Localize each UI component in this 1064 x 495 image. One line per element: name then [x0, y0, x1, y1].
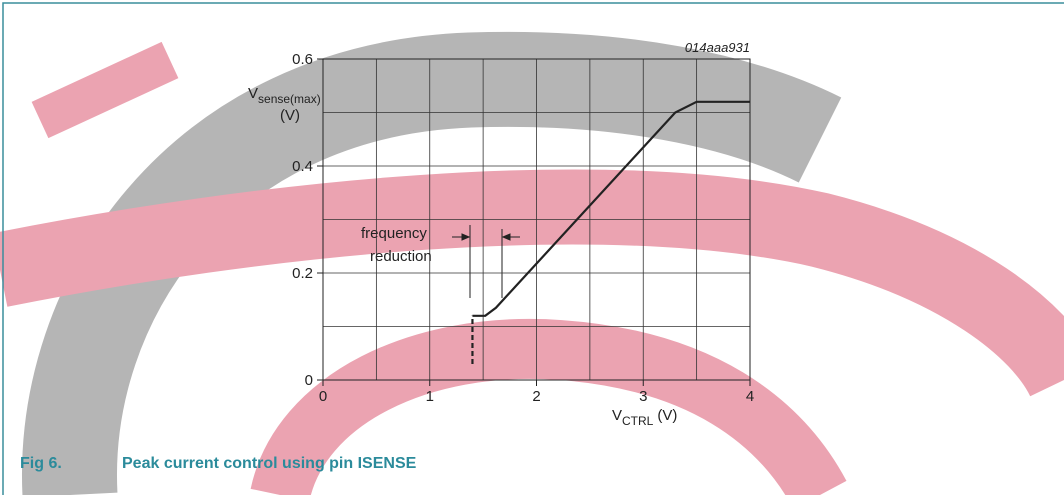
x-tick-label: 0 [319, 388, 327, 405]
y-tick-label: 0.4 [292, 158, 313, 175]
watermark-band [0, 169, 1064, 398]
y-label-main: V [248, 85, 258, 102]
watermark [0, 31, 1064, 495]
y-label-sub: sense(max) [258, 92, 321, 106]
y-axis-unit: (V) [280, 107, 300, 124]
x-tick-label: 3 [639, 388, 647, 405]
figure-id: 014aaa931 [685, 40, 750, 55]
annotation-arrows [452, 225, 520, 298]
x-tick-label: 2 [532, 388, 540, 405]
x-tick-label: 1 [426, 388, 434, 405]
y-tick-label: 0.2 [292, 265, 313, 282]
x-axis-label: VCTRL (V) [612, 407, 677, 428]
caption-title: Peak current control using pin ISENSE [122, 455, 417, 472]
y-tick-label: 0.6 [292, 51, 313, 68]
x-label-main: V [612, 407, 622, 424]
watermark-arc [22, 31, 842, 495]
watermark-arc [250, 319, 847, 495]
y-axis-label: Vsense(max) [248, 85, 321, 106]
arrow-head [461, 233, 471, 241]
x-tick-label: 4 [746, 388, 754, 405]
series-line [472, 100, 750, 317]
caption-number: Fig 6. [20, 455, 62, 472]
annotation-line: reduction [370, 248, 432, 265]
arrow-head [501, 233, 511, 241]
annotation-line: frequency [361, 225, 427, 242]
watermark-stroke [31, 41, 179, 139]
x-label-unit: (V) [657, 407, 677, 424]
x-label-sub: CTRL [622, 414, 654, 428]
y-tick-label: 0 [305, 372, 313, 389]
